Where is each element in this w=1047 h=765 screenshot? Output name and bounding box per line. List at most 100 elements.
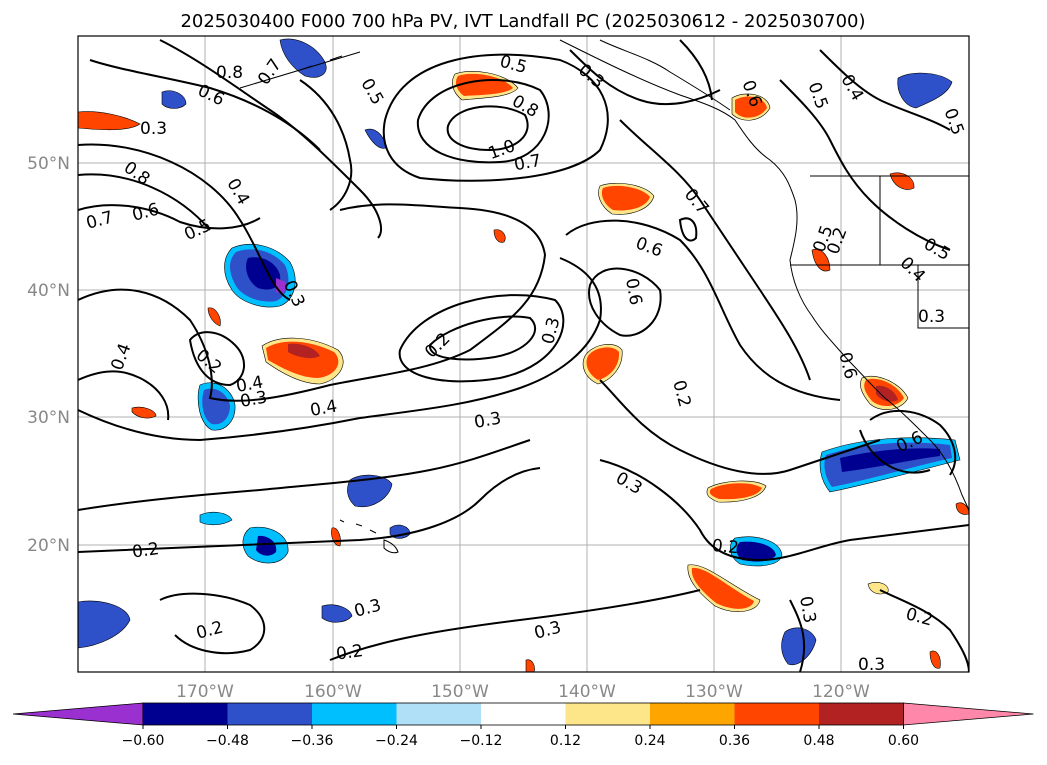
colorbar-cell [565,703,651,725]
lon-label: 160°W [304,682,362,702]
pv-negative-blob [161,90,187,109]
contour-line [619,119,811,381]
colorbar-cell [481,703,566,725]
contour-label: 0.7 [513,151,543,175]
pv-positive-blob [735,96,767,118]
contour-label: 0.4 [309,397,339,421]
colorbar-cells [12,702,1034,726]
contour-label: 0.3 [918,307,945,327]
pv-positive-blob [601,185,650,211]
map-frame [77,35,970,673]
colorbar-cell [227,703,313,725]
us-state-border [917,265,969,329]
contour-label: 0.8 [216,63,243,83]
colorbar-cell [650,703,735,725]
pv-negative-blob [840,448,940,472]
colorbar-tick-label: −0.60 [122,733,165,749]
colorbar-cell [312,703,397,725]
colorbar-ticks: −0.60 −0.48 −0.36 −0.24 −0.12 0.12 0.24 0.36 0.4… [122,725,919,749]
contour-line [159,39,382,239]
lat-label: 50°N [27,154,70,174]
contour-label: 0.2 [335,641,365,665]
contour-line [188,331,245,387]
contour-line [398,294,565,383]
map-background [78,36,969,672]
contour-line [78,173,211,231]
contour-line [78,143,291,301]
pv-shading [78,38,969,672]
lon-label: 140°W [558,682,616,702]
contour-label: 0.3 [239,388,269,412]
contour-line [588,267,662,337]
pv-negative-blob [347,474,393,508]
pv-positive-blob [493,229,506,243]
colorbar-cell [396,703,482,725]
hawaii-islands [339,519,399,554]
pv-negative-blob [279,38,327,78]
pv-negative-blob [736,541,776,562]
pv-negative-blob [199,511,233,526]
contour-label: 0.3 [795,595,819,625]
contour-label: 0.2 [711,536,740,558]
pv-negative-blob [897,72,953,109]
pv-positive-blob [266,341,339,378]
colorbar: −0.60 −0.48 −0.36 −0.24 −0.12 0.12 0.24 0.36 0.4… [12,702,1034,749]
contour-line [678,217,698,242]
colorbar-extend-high [903,702,1034,726]
lat-label: 40°N [27,281,70,301]
contour-line [599,379,881,475]
contour-line [78,439,531,511]
pv-positive-blob [955,502,969,515]
lat-label: 30°N [27,408,70,428]
contour-line [382,53,609,182]
contour-line [159,592,266,655]
pv-positive-blob [525,659,535,672]
lon-label: 170°W [176,682,234,702]
colorbar-tick-label: −0.36 [291,733,334,749]
contour-line [789,599,806,672]
contour-line [869,409,957,476]
pv-positive-blob [131,406,157,419]
colorbar-tick-label: 0.24 [634,733,665,749]
contour-line [299,79,353,211]
contour-line [569,49,721,106]
pv-positive-blob [288,343,320,359]
contour-line [779,79,951,251]
pv-positive-blob [889,172,915,190]
pv-contours [78,39,969,672]
pv-negative-blob [321,604,353,623]
contour-line [416,79,550,164]
aleutian-islands [239,51,361,89]
contour-label: 0.2 [131,539,161,563]
latitude-labels: 50°N 40°N 30°N 20°N [27,154,70,556]
pv-positive-blob [691,567,754,609]
contour-label: 0.3 [858,655,885,675]
colorbar-cell [143,703,228,725]
pv-negative-blob [256,535,277,556]
colorbar-frame [142,702,904,726]
pv-negative-blob [78,600,131,649]
coastlines [239,39,969,554]
colorbar-tick-label: 0.60 [888,733,919,749]
pv-positive-blob [78,111,141,131]
contour-label: 0.3 [473,409,503,433]
colorbar-tick-label: −0.24 [375,733,418,749]
colorbar-tick-label: 0.12 [550,733,581,749]
contour-line [879,589,969,672]
contour-line [819,49,951,131]
colorbar-tick-label: −0.48 [206,733,249,749]
contour-line [446,105,529,152]
contour-label: 0.6 [621,277,645,307]
contour-line [859,429,931,474]
contour-label: 0.4 [235,373,265,397]
colorbar-cell [734,703,820,725]
colorbar-tick-label: 0.48 [803,733,834,749]
contour-line [78,467,541,553]
pv-positive-blob [876,385,898,402]
colorbar-tick-label: −0.12 [460,733,503,749]
lon-label: 150°W [431,682,489,702]
lat-label: 20°N [27,536,70,556]
contour-line [78,370,170,421]
figure-title: 2025030400 F000 700 hPa PV, IVT Landfall… [180,11,865,32]
